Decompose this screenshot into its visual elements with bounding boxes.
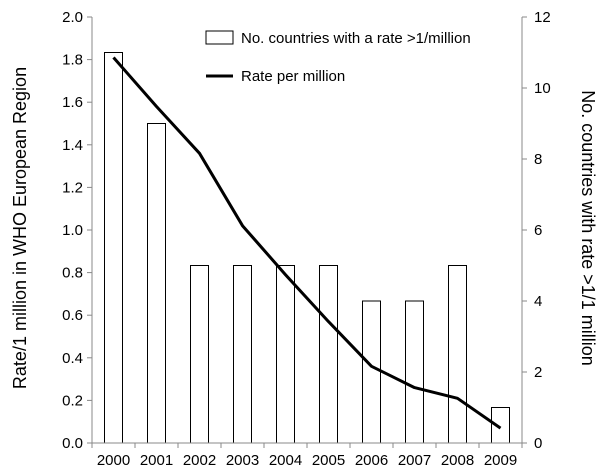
left-tick-label: 0.4 <box>62 350 83 367</box>
bar-2008 <box>448 265 467 444</box>
right-tick-label: 0 <box>534 435 542 452</box>
left-tick-label: 1.6 <box>62 94 83 111</box>
right-tick-label: 12 <box>534 9 551 26</box>
rate-line <box>112 56 502 430</box>
left-tick-label: 2.0 <box>62 9 83 26</box>
bar-2007 <box>405 300 424 444</box>
x-tick-label: 2006 <box>355 452 388 469</box>
bar-2005 <box>319 265 338 444</box>
bar-series <box>104 52 510 444</box>
x-tick-label: 2008 <box>441 452 474 469</box>
x-tick-label: 2004 <box>269 452 302 469</box>
line-series <box>112 56 502 430</box>
bar-2004 <box>276 265 295 444</box>
right-tick-label: 4 <box>534 293 542 310</box>
x-tick-label: 2003 <box>226 452 259 469</box>
bar-2002 <box>190 265 209 444</box>
left-axis-title: Rate/1 million in WHO European Region <box>10 67 30 389</box>
right-tick-label: 10 <box>534 80 551 97</box>
ticks: 0.0 0.2 0.4 0.6 0.8 1.0 1.2 1.4 1.6 1.8 2.0 0 2 4 6 8 10… <box>62 9 551 469</box>
left-tick-label: 0.2 <box>62 392 83 409</box>
x-tick-label: 2005 <box>312 452 345 469</box>
left-tick-label: 1.2 <box>62 179 83 196</box>
x-tick-label: 2009 <box>484 452 517 469</box>
legend: No. countries with a rate >1/million Rat… <box>205 30 471 85</box>
bar-2003 <box>233 265 252 444</box>
left-tick-label: 0.6 <box>62 307 83 324</box>
x-tick-label: 2000 <box>97 452 130 469</box>
left-tick-label: 0.0 <box>62 435 83 452</box>
right-tick-label: 6 <box>534 222 542 239</box>
left-tick-label: 0.8 <box>62 265 83 282</box>
x-tick-label: 2002 <box>183 452 216 469</box>
legend-line-label: Rate per million <box>241 68 345 85</box>
bar-2001 <box>147 123 166 444</box>
x-tick-label: 2007 <box>398 452 431 469</box>
legend-bar-label: No. countries with a rate >1/million <box>241 30 471 47</box>
x-tick-label: 2001 <box>140 452 173 469</box>
right-axis-title: No. countries with rate >1/1 million <box>578 90 598 366</box>
right-tick-label: 2 <box>534 364 542 381</box>
right-tick-label: 8 <box>534 151 542 168</box>
legend-bar-swatch <box>205 30 234 45</box>
left-tick-label: 1.8 <box>62 52 83 69</box>
left-tick-label: 1.4 <box>62 137 83 154</box>
bar-2000 <box>104 52 123 444</box>
bar-2006 <box>362 300 381 444</box>
left-tick-label: 1.0 <box>62 222 83 239</box>
